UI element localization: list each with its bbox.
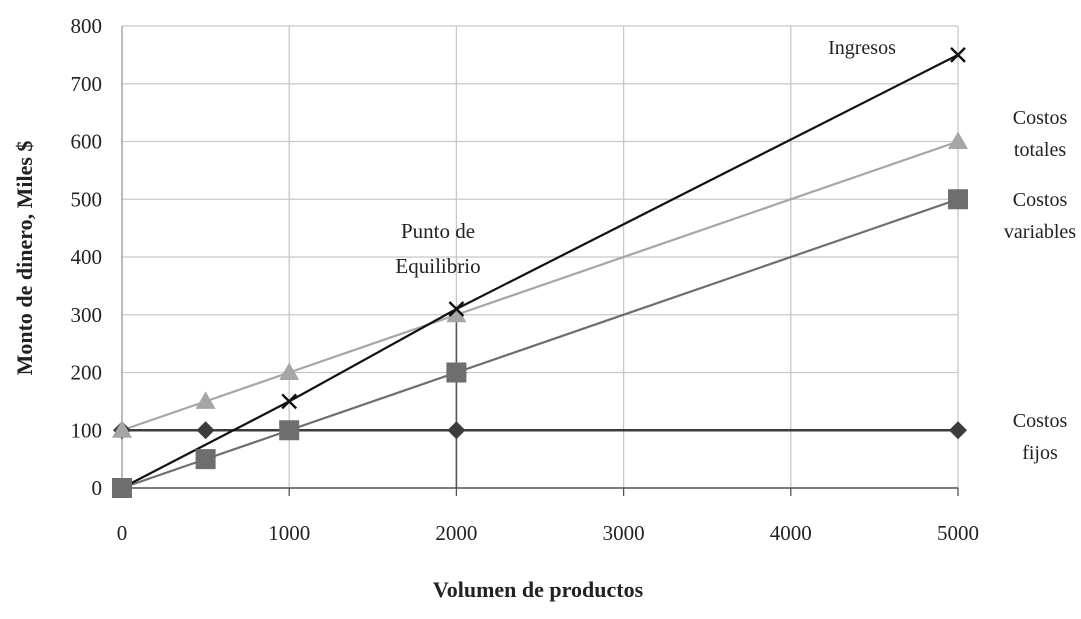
- y-tick-label: 200: [71, 361, 103, 385]
- x-tick-label: 2000: [435, 521, 477, 545]
- y-tick-label: 600: [71, 130, 103, 154]
- series-label: Costos: [1013, 410, 1068, 432]
- series-label: fijos: [1022, 442, 1058, 464]
- square-marker: [195, 449, 216, 470]
- x-tick-label: 4000: [770, 521, 812, 545]
- x-marker: [281, 393, 298, 410]
- series-label: Ingresos: [828, 37, 896, 59]
- square-marker: [279, 420, 300, 441]
- x-tick-label: 0: [117, 521, 128, 545]
- diamond-marker: [447, 421, 466, 440]
- y-tick-label: 0: [92, 476, 103, 500]
- series-label: totales: [1014, 139, 1066, 161]
- x-marker: [448, 301, 465, 317]
- triangle-marker: [112, 420, 132, 438]
- x-tick-label: 3000: [603, 521, 645, 545]
- y-tick-label: 300: [71, 303, 103, 327]
- x-tick-label: 1000: [268, 521, 310, 545]
- triangle-marker: [195, 391, 216, 409]
- series-line-costos-variables: [121, 198, 959, 490]
- series-layer: [121, 53, 959, 490]
- y-tick-label: 100: [71, 418, 103, 442]
- axis-layer: 0 100 200 300 400 500 600 700 800 0 1000 2000 3000 40…: [71, 14, 980, 545]
- series-label: variables: [1004, 221, 1076, 243]
- triangle-marker: [279, 362, 300, 380]
- diamond-marker: [949, 421, 967, 440]
- series-line-costos-totales: [121, 140, 959, 432]
- square-marker: [446, 362, 467, 383]
- label-layer: Ingresos Costos totales Costos variables Cost…: [395, 37, 1076, 464]
- y-tick-label: 800: [71, 14, 103, 38]
- x-marker: [950, 47, 966, 63]
- square-marker: [948, 189, 968, 210]
- y-axis-title: Monto de dinero, Miles $: [12, 141, 37, 376]
- diamond-marker: [196, 421, 215, 440]
- y-tick-label: 400: [71, 245, 103, 269]
- square-marker: [112, 478, 132, 498]
- series-label: Costos: [1013, 107, 1068, 129]
- triangle-marker: [948, 131, 968, 149]
- grid-layer: [121, 25, 959, 489]
- series-label: Costos: [1013, 189, 1068, 211]
- marker-layer: [112, 47, 968, 498]
- series-line-ingresos: [121, 53, 959, 489]
- x-axis-title: Volumen de productos: [433, 577, 644, 602]
- x-tick-label: 5000: [937, 521, 979, 545]
- break-even-annotation: Equilibrio: [395, 254, 480, 278]
- break-even-annotation: Punto de: [401, 219, 475, 243]
- y-tick-label: 700: [71, 72, 103, 96]
- y-tick-label: 500: [71, 187, 103, 211]
- triangle-marker: [446, 304, 467, 323]
